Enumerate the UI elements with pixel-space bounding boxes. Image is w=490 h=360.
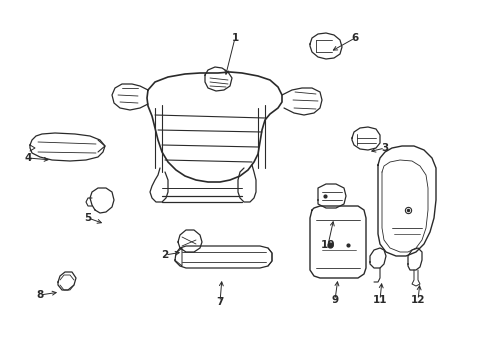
Text: 11: 11 [373, 295, 387, 305]
Text: 5: 5 [84, 213, 92, 223]
Text: 6: 6 [351, 33, 359, 43]
Text: 8: 8 [36, 290, 44, 300]
Text: 9: 9 [331, 295, 339, 305]
Text: 10: 10 [321, 240, 335, 250]
Text: 4: 4 [24, 153, 32, 163]
Text: 7: 7 [216, 297, 224, 307]
Text: 1: 1 [231, 33, 239, 43]
Text: 2: 2 [161, 250, 169, 260]
Text: 12: 12 [411, 295, 425, 305]
Text: 3: 3 [381, 143, 389, 153]
